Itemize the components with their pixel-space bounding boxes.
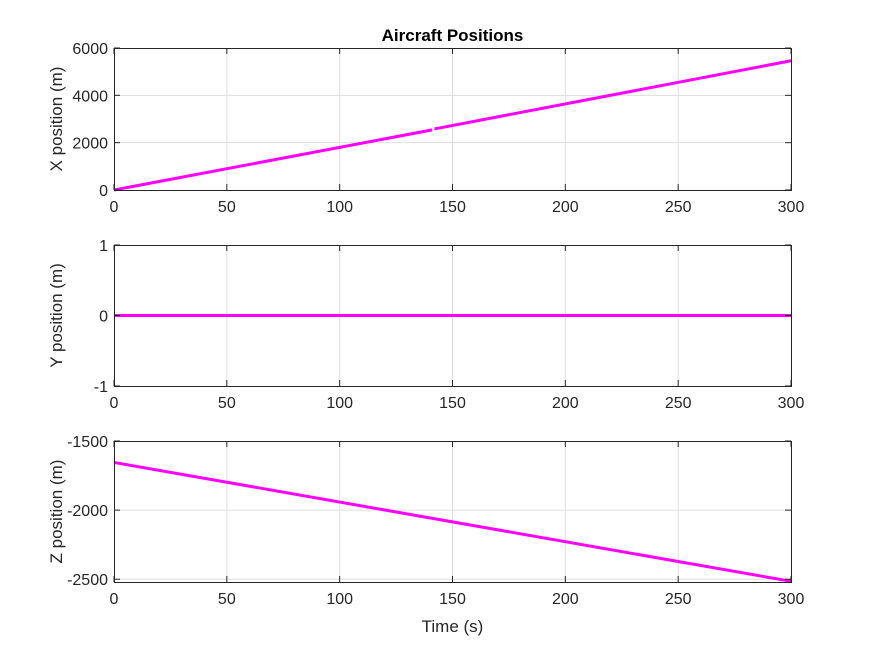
y-tick-label: 2000	[72, 136, 108, 153]
x-tick-label: 150	[439, 395, 466, 412]
y-axis-label: X position (m)	[47, 67, 66, 172]
x-tick-label: 250	[665, 199, 692, 216]
x-tick-label: 200	[552, 591, 579, 608]
series-line-1	[113, 128, 433, 192]
y-axis-label: Z position (m)	[47, 460, 66, 564]
x-tick-label: 50	[218, 199, 236, 216]
x-tick-label: 300	[778, 395, 805, 412]
x-tick-label: 200	[552, 199, 579, 216]
x-tick-label: 250	[665, 395, 692, 412]
y-tick-label: -1	[94, 379, 108, 396]
y-tick-label: -2500	[67, 572, 108, 589]
x-tick-label: 300	[778, 199, 805, 216]
series-line-2	[434, 59, 792, 131]
x-tick-label: 100	[326, 591, 353, 608]
y-tick-label: 1	[99, 238, 108, 255]
y-tick-label: -2000	[67, 503, 108, 520]
subplot-1: 0 50 100 150 200 250 300 0 2000 4000 6000 X positio…	[47, 26, 804, 216]
x-tick-label: 50	[218, 591, 236, 608]
y-tick-label: -1500	[67, 434, 108, 451]
x-tick-label: 50	[218, 395, 236, 412]
x-tick-label: 0	[110, 199, 119, 216]
x-tick-label: 100	[326, 199, 353, 216]
y-tick-label: 4000	[72, 88, 108, 105]
x-tick-label: 250	[665, 591, 692, 608]
x-tick-label: 100	[326, 395, 353, 412]
x-tick-label: 300	[778, 591, 805, 608]
y-axis-label: Y position (m)	[47, 263, 66, 368]
chart-title: Aircraft Positions	[382, 26, 524, 45]
x-tick-label: 150	[439, 591, 466, 608]
y-tick-label: 0	[99, 183, 108, 200]
x-tick-label: 0	[110, 395, 119, 412]
series-line-1	[113, 460, 792, 583]
x-tick-label: 0	[110, 591, 119, 608]
x-axis-label: Time (s)	[422, 617, 484, 636]
x-tick-label: 200	[552, 395, 579, 412]
y-tick-label: 0	[99, 309, 108, 326]
y-tick-label: 6000	[72, 41, 108, 58]
x-tick-label: 150	[439, 199, 466, 216]
